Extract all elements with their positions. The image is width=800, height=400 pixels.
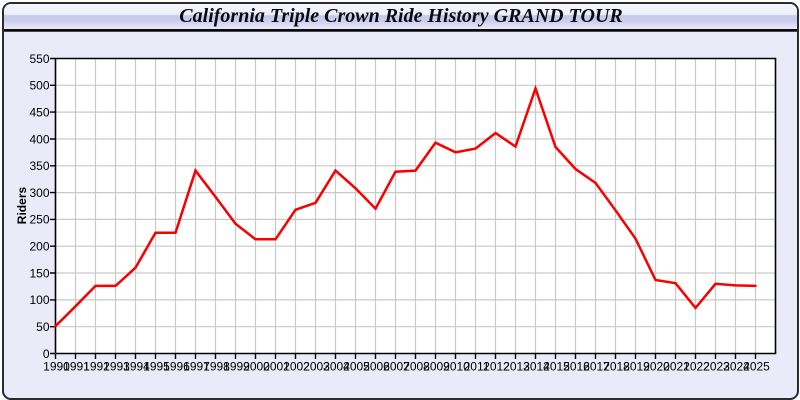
svg-text:2019: 2019 — [623, 360, 650, 374]
svg-text:0: 0 — [43, 347, 50, 361]
svg-text:200: 200 — [29, 240, 49, 254]
svg-text:1990: 1990 — [43, 360, 70, 374]
svg-text:2018: 2018 — [603, 360, 630, 374]
svg-text:2025: 2025 — [743, 360, 770, 374]
svg-text:2010: 2010 — [443, 360, 470, 374]
svg-text:2015: 2015 — [543, 360, 570, 374]
svg-text:2001: 2001 — [263, 360, 290, 374]
svg-text:2007: 2007 — [383, 360, 410, 374]
svg-text:450: 450 — [29, 105, 49, 119]
svg-text:2022: 2022 — [683, 360, 710, 374]
svg-text:1999: 1999 — [223, 360, 250, 374]
svg-text:50: 50 — [36, 320, 50, 334]
svg-text:2013: 2013 — [503, 360, 530, 374]
svg-text:1994: 1994 — [123, 360, 150, 374]
svg-text:250: 250 — [29, 213, 49, 227]
svg-text:550: 550 — [29, 52, 49, 66]
svg-text:150: 150 — [29, 266, 49, 280]
svg-text:2016: 2016 — [563, 360, 590, 374]
svg-text:2005: 2005 — [343, 360, 370, 374]
svg-text:1991: 1991 — [63, 360, 90, 374]
svg-text:1997: 1997 — [183, 360, 210, 374]
svg-text:1998: 1998 — [203, 360, 230, 374]
svg-text:Riders: Riders — [15, 187, 29, 225]
svg-text:350: 350 — [29, 159, 49, 173]
svg-text:1992: 1992 — [83, 360, 110, 374]
svg-text:2004: 2004 — [323, 360, 350, 374]
svg-text:2020: 2020 — [643, 360, 670, 374]
svg-text:1993: 1993 — [103, 360, 130, 374]
svg-text:2021: 2021 — [663, 360, 690, 374]
svg-text:2009: 2009 — [423, 360, 450, 374]
svg-text:400: 400 — [29, 132, 49, 146]
svg-text:2017: 2017 — [583, 360, 610, 374]
svg-text:500: 500 — [29, 79, 49, 93]
svg-text:2014: 2014 — [523, 360, 550, 374]
svg-text:2024: 2024 — [723, 360, 750, 374]
svg-text:100: 100 — [29, 293, 49, 307]
svg-text:1996: 1996 — [163, 360, 190, 374]
svg-text:2011: 2011 — [464, 360, 490, 374]
svg-text:2003: 2003 — [303, 360, 330, 374]
svg-text:300: 300 — [29, 186, 49, 200]
svg-text:2002: 2002 — [283, 360, 310, 374]
svg-text:1995: 1995 — [143, 360, 170, 374]
svg-text:2012: 2012 — [483, 360, 510, 374]
svg-text:2023: 2023 — [703, 360, 730, 374]
svg-text:2000: 2000 — [243, 360, 270, 374]
svg-text:2006: 2006 — [363, 360, 390, 374]
svg-text:2008: 2008 — [403, 360, 430, 374]
